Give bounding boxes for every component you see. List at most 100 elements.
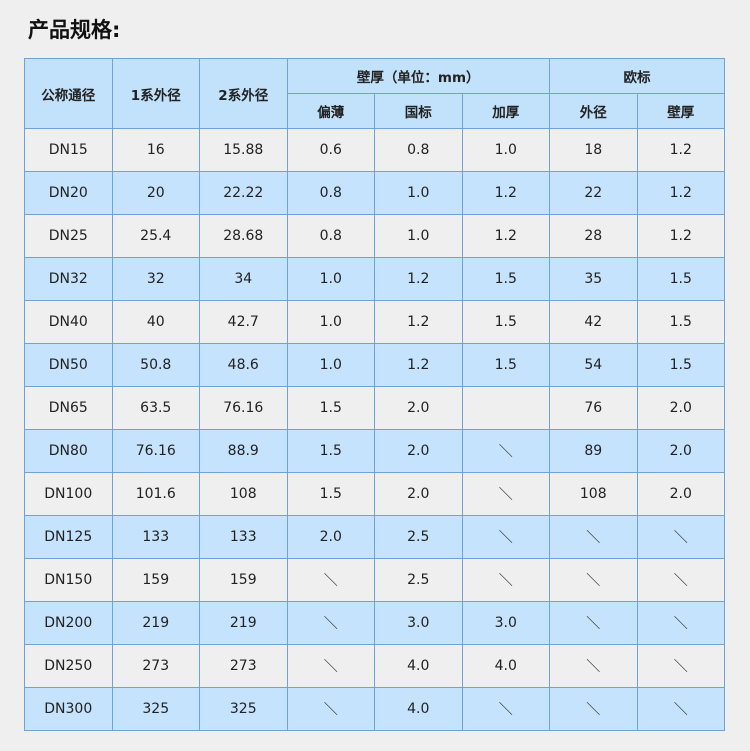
table-cell: DN25 [24, 214, 113, 258]
table-cell: 50.8 [111, 343, 200, 387]
table-cell: DN15 [24, 128, 113, 172]
table-cell: 25.4 [111, 214, 200, 258]
table-cell: ＼ [461, 687, 550, 731]
table-cell: ＼ [636, 515, 725, 559]
table-cell: ＼ [549, 558, 638, 602]
table-cell: 35 [549, 257, 638, 301]
table-row: DN40 40 42.7 1.0 1.2 1.5 42 1.5 [24, 300, 725, 344]
table-cell [461, 386, 550, 430]
table-cell: 1.0 [286, 300, 375, 344]
table-row: DN25 25.4 28.68 0.8 1.0 1.2 28 1.2 [24, 214, 725, 258]
table-cell: ＼ [286, 601, 375, 645]
table-cell: ＼ [636, 601, 725, 645]
table-cell: DN200 [24, 601, 113, 645]
table-cell: 325 [199, 687, 288, 731]
table-row: DN200 219 219 ＼ 3.0 3.0 ＼ ＼ [24, 601, 725, 645]
table-cell: DN125 [24, 515, 113, 559]
header-nominal: 公称通径 [24, 58, 113, 129]
table-cell: 40 [111, 300, 200, 344]
table-cell: 101.6 [111, 472, 200, 516]
table-row: DN15 16 15.88 0.6 0.8 1.0 18 1.2 [24, 128, 725, 172]
table-cell: 1.5 [286, 429, 375, 473]
table-cell: 0.8 [374, 128, 463, 172]
table-cell: 76.16 [111, 429, 200, 473]
table-cell: 1.2 [636, 214, 725, 258]
table-row: DN32 32 34 1.0 1.2 1.5 35 1.5 [24, 257, 725, 301]
table-cell: 219 [199, 601, 288, 645]
table-row: DN300 325 325 ＼ 4.0 ＼ ＼ ＼ [24, 687, 725, 731]
table-cell: 3.0 [461, 601, 550, 645]
table-cell: DN150 [24, 558, 113, 602]
table-cell: 1.2 [374, 257, 463, 301]
table-cell: 273 [199, 644, 288, 688]
table-cell: ＼ [549, 687, 638, 731]
table-cell: 0.8 [286, 171, 375, 215]
header-wall-thin: 偏薄 [286, 93, 375, 129]
table-cell: 2.0 [374, 386, 463, 430]
table-cell: 54 [549, 343, 638, 387]
table-row: DN65 63.5 76.16 1.5 2.0 76 2.0 [24, 386, 725, 430]
page-title: 产品规格: [28, 18, 121, 42]
table-row: DN250 273 273 ＼ 4.0 4.0 ＼ ＼ [24, 644, 725, 688]
table-cell: 159 [199, 558, 288, 602]
table-cell: ＼ [636, 644, 725, 688]
table-cell: 16 [111, 128, 200, 172]
table-cell: DN32 [24, 257, 113, 301]
table-cell: 1.5 [636, 343, 725, 387]
table-cell: DN300 [24, 687, 113, 731]
table-cell: DN20 [24, 171, 113, 215]
table-cell: 1.5 [286, 386, 375, 430]
table-cell: 34 [199, 257, 288, 301]
table-cell: 28.68 [199, 214, 288, 258]
table-cell: 89 [549, 429, 638, 473]
table-cell: 22.22 [199, 171, 288, 215]
table-cell: 0.8 [286, 214, 375, 258]
table-cell: 22 [549, 171, 638, 215]
table-cell: 2.0 [286, 515, 375, 559]
table-cell: 108 [549, 472, 638, 516]
header-od2: 2系外径 [199, 58, 288, 129]
table-cell: 1.2 [374, 343, 463, 387]
table-cell: 108 [199, 472, 288, 516]
table-cell: DN65 [24, 386, 113, 430]
table-cell: 2.0 [374, 472, 463, 516]
table-cell: 28 [549, 214, 638, 258]
header-wall-group: 壁厚（单位：mm） [286, 58, 550, 94]
table-cell: DN50 [24, 343, 113, 387]
table-cell: 63.5 [111, 386, 200, 430]
table-cell: 159 [111, 558, 200, 602]
table-row: DN50 50.8 48.6 1.0 1.2 1.5 54 1.5 [24, 343, 725, 387]
table-cell: ＼ [636, 558, 725, 602]
table-cell: 20 [111, 171, 200, 215]
table-cell: 1.5 [286, 472, 375, 516]
table-cell: 1.2 [461, 171, 550, 215]
spec-table: 公称通径 1系外径 2系外径 壁厚（单位：mm） 欧标 偏薄 国标 加厚 外径 … [24, 58, 725, 731]
table-cell: 1.0 [374, 171, 463, 215]
header-eu-od: 外径 [549, 93, 638, 129]
table-cell: ＼ [461, 515, 550, 559]
table-cell: ＼ [461, 429, 550, 473]
table-cell: ＼ [286, 558, 375, 602]
table-cell: ＼ [286, 644, 375, 688]
table-cell: 1.2 [461, 214, 550, 258]
table-cell: 2.0 [636, 472, 725, 516]
header-eu-group: 欧标 [549, 58, 725, 94]
table-cell: 1.2 [636, 171, 725, 215]
table-cell: 76.16 [199, 386, 288, 430]
table-cell: ＼ [549, 601, 638, 645]
table-cell: 1.0 [286, 343, 375, 387]
table-cell: 88.9 [199, 429, 288, 473]
table-cell: 4.0 [374, 687, 463, 731]
table-cell: 2.0 [636, 386, 725, 430]
table-cell: 32 [111, 257, 200, 301]
table-cell: 1.2 [636, 128, 725, 172]
table-row: DN125 133 133 2.0 2.5 ＼ ＼ ＼ [24, 515, 725, 559]
table-cell: ＼ [549, 644, 638, 688]
table-cell: ＼ [549, 515, 638, 559]
table-cell: ＼ [636, 687, 725, 731]
table-cell: 2.5 [374, 515, 463, 559]
table-cell: 1.5 [461, 257, 550, 301]
table-cell: 1.0 [461, 128, 550, 172]
table-cell: 1.0 [286, 257, 375, 301]
table-row: DN80 76.16 88.9 1.5 2.0 ＼ 89 2.0 [24, 429, 725, 473]
